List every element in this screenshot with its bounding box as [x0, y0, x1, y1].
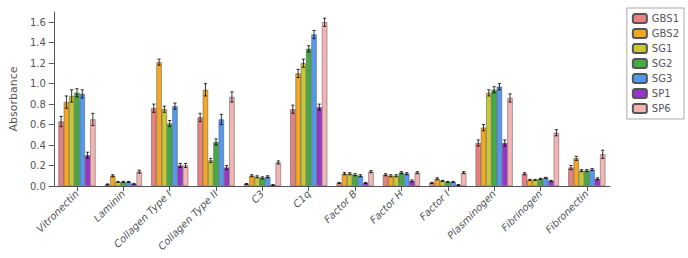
svg-text:GBS2: GBS2: [652, 28, 679, 39]
svg-text:0.6: 0.6: [30, 119, 46, 130]
svg-text:Factor I: Factor I: [417, 188, 451, 222]
svg-text:Collagen Type I: Collagen Type I: [111, 188, 174, 250]
svg-text:GBS1: GBS1: [652, 13, 679, 24]
svg-text:Laminin: Laminin: [91, 188, 127, 224]
svg-text:SG1: SG1: [652, 43, 672, 54]
svg-text:Factor B: Factor B: [322, 188, 359, 225]
svg-text:1.6: 1.6: [30, 17, 46, 28]
svg-text:1.0: 1.0: [30, 78, 46, 89]
svg-text:0.8: 0.8: [30, 99, 46, 110]
svg-text:Absorbance: Absorbance: [7, 66, 20, 131]
svg-text:SG2: SG2: [652, 58, 672, 69]
svg-text:1.4: 1.4: [30, 37, 46, 48]
svg-text:SP6: SP6: [652, 103, 671, 114]
svg-text:Factor H: Factor H: [368, 188, 406, 226]
svg-text:0.0: 0.0: [30, 181, 46, 192]
svg-text:Plasminogen: Plasminogen: [445, 188, 498, 241]
svg-text:C1q: C1q: [291, 188, 313, 210]
svg-text:C3: C3: [249, 188, 266, 205]
svg-text:Fibrinogen: Fibrinogen: [499, 188, 544, 233]
svg-text:Collagen Type II: Collagen Type II: [156, 188, 220, 252]
svg-text:SP1: SP1: [652, 88, 671, 99]
svg-text:Vitronectin: Vitronectin: [34, 188, 80, 234]
svg-text:0.4: 0.4: [30, 140, 46, 151]
svg-text:Fibronectin: Fibronectin: [543, 188, 590, 235]
svg-text:SG3: SG3: [652, 73, 672, 84]
svg-text:0.2: 0.2: [30, 160, 46, 171]
svg-text:1.2: 1.2: [30, 58, 46, 69]
